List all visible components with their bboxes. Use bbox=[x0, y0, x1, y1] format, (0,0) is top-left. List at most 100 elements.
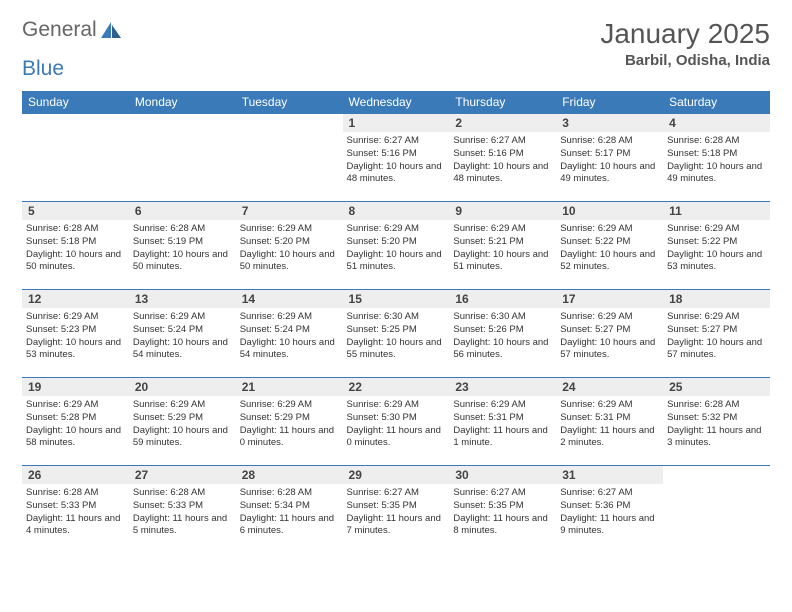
sunset-value: 5:29 PM bbox=[168, 412, 203, 423]
daylight-label: Daylight: bbox=[133, 249, 170, 260]
sunset-value: 5:18 PM bbox=[702, 148, 737, 159]
day-details: Sunrise: 6:29 AMSunset: 5:27 PMDaylight:… bbox=[667, 311, 766, 362]
daylight-label: Daylight: bbox=[26, 425, 63, 436]
sunset-label: Sunset: bbox=[26, 324, 58, 335]
sunset-label: Sunset: bbox=[347, 324, 379, 335]
day-number: 9 bbox=[449, 202, 556, 220]
day-details: Sunrise: 6:28 AMSunset: 5:34 PMDaylight:… bbox=[240, 487, 339, 538]
logo-sail-icon bbox=[101, 22, 121, 38]
day-details: Sunrise: 6:29 AMSunset: 5:29 PMDaylight:… bbox=[240, 399, 339, 450]
calendar-cell: 29Sunrise: 6:27 AMSunset: 5:35 PMDayligh… bbox=[343, 466, 450, 554]
sunset-label: Sunset: bbox=[133, 236, 165, 247]
day-details: Sunrise: 6:27 AMSunset: 5:35 PMDaylight:… bbox=[453, 487, 552, 538]
sunset-label: Sunset: bbox=[240, 500, 272, 511]
sunset-label: Sunset: bbox=[453, 324, 485, 335]
sunrise-label: Sunrise: bbox=[26, 311, 61, 322]
daylight-label: Daylight: bbox=[667, 249, 704, 260]
daylight-label: Daylight: bbox=[453, 161, 490, 172]
daylight-label: Daylight: bbox=[26, 513, 63, 524]
day-header: Monday bbox=[129, 91, 236, 114]
sunrise-label: Sunrise: bbox=[560, 487, 595, 498]
day-details: Sunrise: 6:28 AMSunset: 5:32 PMDaylight:… bbox=[667, 399, 766, 450]
day-details: Sunrise: 6:29 AMSunset: 5:24 PMDaylight:… bbox=[240, 311, 339, 362]
sunrise-value: 6:28 AM bbox=[64, 223, 99, 234]
sunset-value: 5:33 PM bbox=[61, 500, 96, 511]
calendar-cell: 13Sunrise: 6:29 AMSunset: 5:24 PMDayligh… bbox=[129, 290, 236, 378]
day-details: Sunrise: 6:28 AMSunset: 5:33 PMDaylight:… bbox=[26, 487, 125, 538]
day-header-row: Sunday Monday Tuesday Wednesday Thursday… bbox=[22, 91, 770, 114]
daylight-label: Daylight: bbox=[560, 513, 597, 524]
calendar-week-row: 5 Sunrise: 6:28 AMSunset: 5:18 PMDaylight… bbox=[22, 202, 770, 290]
sunset-value: 5:26 PM bbox=[488, 324, 523, 335]
sunset-label: Sunset: bbox=[453, 412, 485, 423]
sunrise-label: Sunrise: bbox=[347, 135, 382, 146]
sunrise-value: 6:28 AM bbox=[705, 135, 740, 146]
sunrise-value: 6:27 AM bbox=[491, 487, 526, 498]
sunrise-label: Sunrise: bbox=[240, 399, 275, 410]
sunrise-value: 6:28 AM bbox=[64, 487, 99, 498]
sunset-value: 5:27 PM bbox=[595, 324, 630, 335]
page-title: January 2025 bbox=[600, 18, 770, 50]
sunrise-label: Sunrise: bbox=[453, 311, 488, 322]
sunset-label: Sunset: bbox=[240, 412, 272, 423]
day-details: Sunrise: 6:29 AMSunset: 5:20 PMDaylight:… bbox=[240, 223, 339, 274]
calendar-cell: 10Sunrise: 6:29 AMSunset: 5:22 PMDayligh… bbox=[556, 202, 663, 290]
day-number: 6 bbox=[129, 202, 236, 220]
day-details: Sunrise: 6:28 AMSunset: 5:18 PMDaylight:… bbox=[26, 223, 125, 274]
sunrise-label: Sunrise: bbox=[347, 399, 382, 410]
calendar-cell: 27Sunrise: 6:28 AMSunset: 5:33 PMDayligh… bbox=[129, 466, 236, 554]
sunset-value: 5:24 PM bbox=[168, 324, 203, 335]
calendar-cell: 12Sunrise: 6:29 AMSunset: 5:23 PMDayligh… bbox=[22, 290, 129, 378]
sunrise-label: Sunrise: bbox=[667, 223, 702, 234]
day-number: 11 bbox=[663, 202, 770, 220]
sunset-label: Sunset: bbox=[667, 412, 699, 423]
sunset-label: Sunset: bbox=[560, 500, 592, 511]
day-details: Sunrise: 6:29 AMSunset: 5:22 PMDaylight:… bbox=[667, 223, 766, 274]
calendar-cell: 3 Sunrise: 6:28 AMSunset: 5:17 PMDaylight… bbox=[556, 114, 663, 202]
sunrise-value: 6:29 AM bbox=[384, 399, 419, 410]
sunrise-value: 6:29 AM bbox=[170, 311, 205, 322]
sunrise-value: 6:29 AM bbox=[277, 311, 312, 322]
day-number: 7 bbox=[236, 202, 343, 220]
calendar-cell: 28Sunrise: 6:28 AMSunset: 5:34 PMDayligh… bbox=[236, 466, 343, 554]
sunset-label: Sunset: bbox=[453, 148, 485, 159]
sunrise-value: 6:29 AM bbox=[277, 399, 312, 410]
sunrise-label: Sunrise: bbox=[453, 487, 488, 498]
day-number: 5 bbox=[22, 202, 129, 220]
day-header: Saturday bbox=[663, 91, 770, 114]
day-number: 3 bbox=[556, 114, 663, 132]
calendar-week-row: 26Sunrise: 6:28 AMSunset: 5:33 PMDayligh… bbox=[22, 466, 770, 554]
sunrise-label: Sunrise: bbox=[133, 223, 168, 234]
sunrise-value: 6:29 AM bbox=[170, 399, 205, 410]
sunset-label: Sunset: bbox=[560, 148, 592, 159]
calendar-cell: 30 Sunrise: 6:27 AMSunset: 5:35 PMDayligh… bbox=[449, 466, 556, 554]
sunset-label: Sunset: bbox=[26, 412, 58, 423]
day-details: Sunrise: 6:29 AMSunset: 5:31 PMDaylight:… bbox=[560, 399, 659, 450]
sunset-value: 5:31 PM bbox=[488, 412, 523, 423]
sunset-value: 5:28 PM bbox=[61, 412, 96, 423]
calendar-week-row: 12Sunrise: 6:29 AMSunset: 5:23 PMDayligh… bbox=[22, 290, 770, 378]
day-details: Sunrise: 6:28 AMSunset: 5:17 PMDaylight:… bbox=[560, 135, 659, 186]
calendar-cell: . bbox=[236, 114, 343, 202]
sunrise-label: Sunrise: bbox=[240, 487, 275, 498]
sunrise-value: 6:28 AM bbox=[170, 487, 205, 498]
daylight-label: Daylight: bbox=[667, 161, 704, 172]
calendar-table: Sunday Monday Tuesday Wednesday Thursday… bbox=[22, 91, 770, 554]
daylight-label: Daylight: bbox=[133, 513, 170, 524]
sunrise-label: Sunrise: bbox=[560, 311, 595, 322]
sunset-label: Sunset: bbox=[560, 412, 592, 423]
day-number: 19 bbox=[22, 378, 129, 396]
sunrise-label: Sunrise: bbox=[560, 135, 595, 146]
sunset-value: 5:16 PM bbox=[381, 148, 416, 159]
day-number: 18 bbox=[663, 290, 770, 308]
calendar-cell: 17Sunrise: 6:29 AMSunset: 5:27 PMDayligh… bbox=[556, 290, 663, 378]
daylight-label: Daylight: bbox=[667, 425, 704, 436]
sunrise-label: Sunrise: bbox=[347, 311, 382, 322]
calendar-cell: 20Sunrise: 6:29 AMSunset: 5:29 PMDayligh… bbox=[129, 378, 236, 466]
sunrise-value: 6:29 AM bbox=[705, 311, 740, 322]
sunrise-label: Sunrise: bbox=[133, 311, 168, 322]
daylight-label: Daylight: bbox=[453, 425, 490, 436]
calendar-cell: 15Sunrise: 6:30 AMSunset: 5:25 PMDayligh… bbox=[343, 290, 450, 378]
day-number: 30 bbox=[449, 466, 556, 484]
calendar-cell: 25Sunrise: 6:28 AMSunset: 5:32 PMDayligh… bbox=[663, 378, 770, 466]
